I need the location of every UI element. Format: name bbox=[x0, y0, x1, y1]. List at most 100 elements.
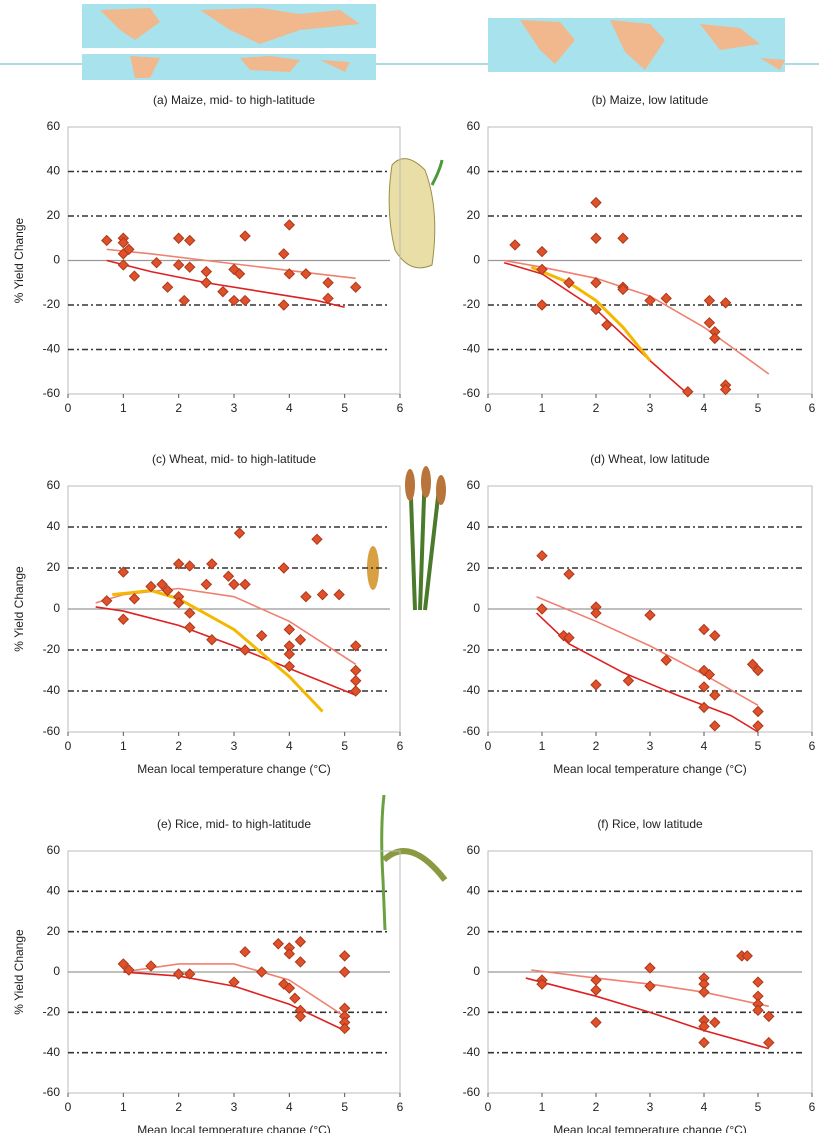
x-tick-label: 1 bbox=[120, 739, 127, 753]
y-tick-label: -40 bbox=[463, 1045, 481, 1059]
data-point bbox=[117, 613, 130, 625]
data-point bbox=[660, 292, 672, 305]
data-point bbox=[590, 607, 602, 619]
fit-line bbox=[106, 259, 345, 309]
x-tick-label: 0 bbox=[65, 1100, 72, 1114]
data-point bbox=[644, 609, 656, 621]
data-point bbox=[698, 1036, 710, 1049]
data-point bbox=[590, 1016, 602, 1029]
data-point bbox=[338, 950, 351, 962]
data-point bbox=[117, 236, 130, 249]
data-point bbox=[184, 261, 196, 273]
y-tick-label: -60 bbox=[43, 386, 61, 400]
y-tick-label: 20 bbox=[467, 924, 481, 938]
data-point bbox=[172, 597, 185, 609]
y-tick-label: 20 bbox=[467, 208, 481, 222]
data-point bbox=[509, 239, 521, 251]
x-axis-label: Mean local temperature change (°C) bbox=[137, 762, 331, 776]
x-tick-label: 4 bbox=[701, 739, 708, 753]
y-tick-label: 60 bbox=[47, 478, 61, 492]
data-point bbox=[322, 277, 334, 289]
data-point bbox=[117, 259, 130, 271]
y-tick-label: -20 bbox=[43, 1005, 61, 1019]
data-point bbox=[333, 588, 345, 601]
y-tick-label: -60 bbox=[463, 386, 481, 400]
data-point bbox=[233, 268, 246, 280]
x-tick-label: 5 bbox=[341, 401, 348, 415]
data-point bbox=[128, 270, 141, 282]
y-tick-label: 40 bbox=[47, 164, 61, 178]
data-point bbox=[172, 259, 185, 271]
x-tick-label: 5 bbox=[341, 1100, 348, 1114]
x-tick-label: 0 bbox=[485, 401, 492, 415]
data-point bbox=[283, 660, 296, 673]
data-point bbox=[590, 984, 602, 996]
y-tick-label: 40 bbox=[467, 884, 481, 898]
y-tick-label: -60 bbox=[463, 1085, 481, 1099]
panel-title: (b) Maize, low latitude bbox=[592, 93, 709, 107]
x-tick-label: 5 bbox=[755, 739, 762, 753]
data-point bbox=[217, 285, 229, 298]
fit-line bbox=[112, 589, 324, 713]
panel-title: (f) Rice, low latitude bbox=[597, 817, 703, 831]
data-point bbox=[709, 629, 721, 642]
panel-title: (d) Wheat, low latitude bbox=[590, 452, 710, 466]
fit-line bbox=[536, 595, 759, 707]
x-tick-label: 0 bbox=[65, 739, 72, 753]
data-point bbox=[563, 568, 575, 580]
data-point bbox=[228, 294, 240, 307]
data-point bbox=[145, 580, 157, 593]
data-point bbox=[563, 631, 575, 644]
data-point bbox=[644, 962, 656, 974]
x-tick-label: 0 bbox=[65, 401, 72, 415]
x-tick-label: 6 bbox=[397, 739, 404, 753]
y-tick-label: 60 bbox=[467, 478, 481, 492]
y-tick-label: -60 bbox=[43, 724, 61, 738]
data-point bbox=[536, 603, 548, 615]
y-axis-label: % Yield Change bbox=[12, 929, 26, 1015]
data-point bbox=[161, 584, 174, 597]
data-point bbox=[322, 292, 334, 305]
data-point bbox=[294, 936, 307, 948]
fit-line bbox=[95, 606, 357, 696]
y-tick-label: -40 bbox=[463, 683, 481, 697]
data-point bbox=[117, 566, 130, 578]
fit-line bbox=[504, 259, 770, 375]
x-tick-label: 6 bbox=[809, 1100, 816, 1114]
y-tick-label: 0 bbox=[473, 253, 480, 267]
data-point bbox=[239, 578, 251, 591]
x-tick-label: 6 bbox=[397, 1100, 404, 1114]
x-tick-label: 2 bbox=[175, 1100, 182, 1114]
data-point bbox=[536, 245, 548, 258]
data-point bbox=[338, 1022, 351, 1035]
data-point bbox=[300, 268, 312, 280]
x-tick-label: 5 bbox=[755, 401, 762, 415]
data-point bbox=[222, 570, 235, 582]
data-point bbox=[272, 938, 284, 950]
y-tick-label: -40 bbox=[43, 683, 61, 697]
data-point bbox=[698, 623, 710, 636]
x-tick-label: 0 bbox=[485, 739, 492, 753]
x-tick-label: 5 bbox=[755, 1100, 762, 1114]
data-point bbox=[150, 257, 163, 269]
data-point bbox=[278, 248, 290, 260]
data-point bbox=[741, 950, 753, 962]
data-point bbox=[703, 668, 716, 681]
y-tick-label: -20 bbox=[463, 297, 481, 311]
x-tick-label: 6 bbox=[809, 739, 816, 753]
x-tick-label: 2 bbox=[593, 739, 600, 753]
data-point bbox=[206, 558, 218, 570]
data-point bbox=[709, 689, 721, 701]
data-point bbox=[752, 705, 764, 718]
x-tick-label: 5 bbox=[341, 739, 348, 753]
panel: (b) Maize, low latitude -60 -40 -20 0 20 40 60 0… bbox=[463, 93, 816, 415]
y-tick-label: -20 bbox=[463, 642, 481, 656]
x-tick-label: 1 bbox=[120, 401, 127, 415]
x-tick-label: 4 bbox=[286, 1100, 293, 1114]
data-point bbox=[283, 982, 296, 994]
y-tick-label: 40 bbox=[47, 519, 61, 533]
data-point bbox=[239, 946, 251, 958]
data-point bbox=[350, 685, 362, 697]
